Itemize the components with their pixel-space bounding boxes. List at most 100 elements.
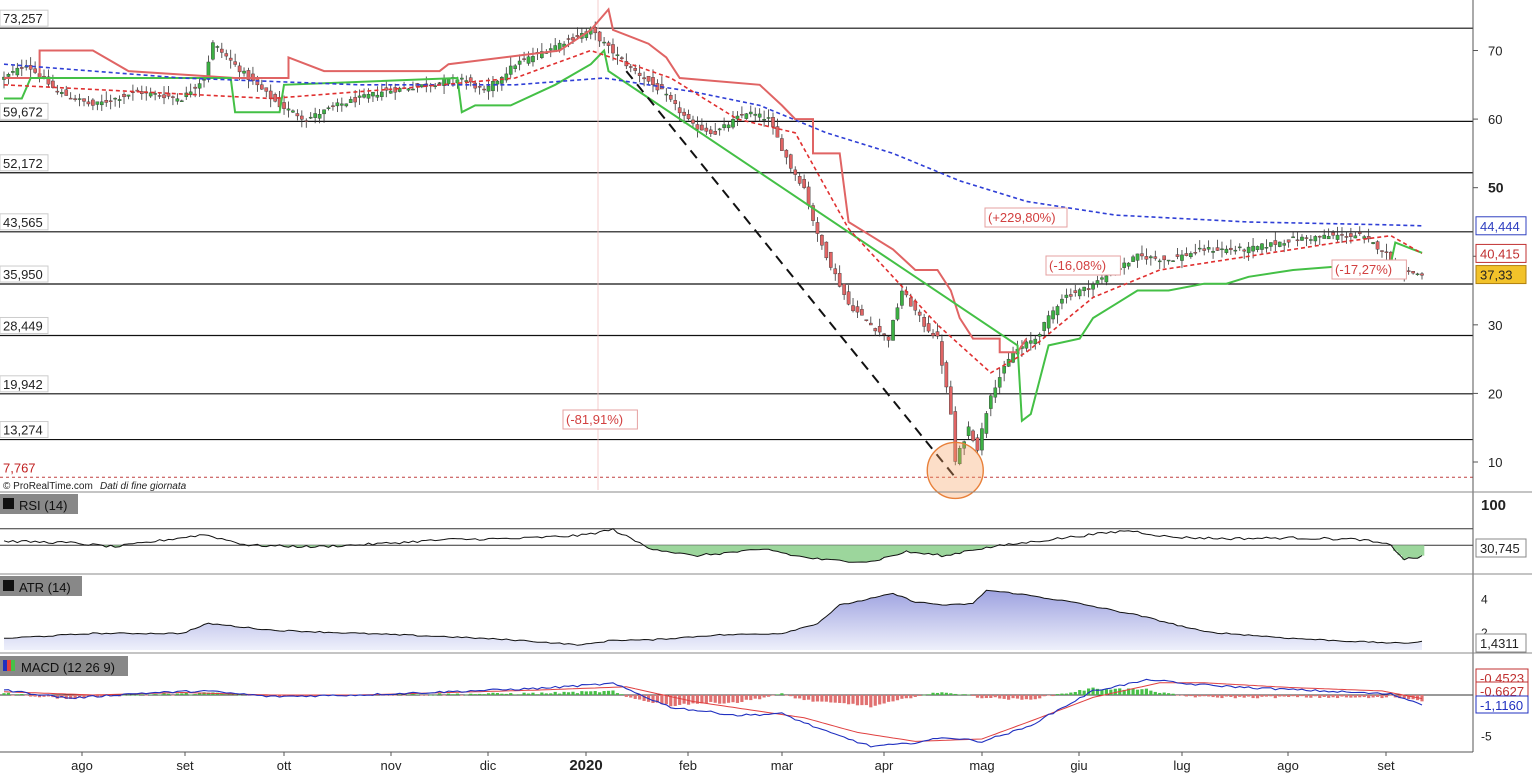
candle-body [380,91,384,97]
atr-title: ATR (14) [19,580,71,595]
candle-body [846,291,851,305]
macd-histogram-bar [544,693,548,695]
candle-body [989,395,993,409]
macd-histogram-bar [1020,694,1024,700]
macd-histogram-bar [1340,694,1344,697]
macd-histogram-bar [833,694,837,703]
level-label-box [0,102,49,120]
macd-histogram-bar [740,694,744,702]
level-label-box [0,154,49,172]
macd-histogram-bar [1033,694,1037,700]
candle-body [1357,232,1362,234]
candle-body [446,78,451,85]
candle-body [1224,248,1229,254]
candle-body [811,205,815,221]
candle-body [602,41,606,44]
candle-body [313,113,317,118]
rsi-title-swatch [3,498,14,509]
macd-histogram-bar [197,693,202,695]
candle-body [606,42,611,46]
level-label: 19,942 [3,377,43,392]
candle-body [1291,236,1295,239]
macd-value-tag-label: -0,6627 [1480,684,1524,699]
macd-histogram-bar [473,694,477,695]
macd-histogram-bar [1198,694,1202,697]
macd-title-box [0,656,128,676]
candle-body [6,74,11,77]
macd-histogram-bar [15,694,19,695]
macd-histogram-bar [886,694,891,702]
candle-body [1037,333,1042,337]
macd-histogram-bar [393,694,397,696]
macd-histogram-bar [909,694,913,699]
candle-body [642,77,646,80]
macd-histogram-bar [1224,694,1229,697]
macd-histogram-bar [415,694,419,696]
macd-histogram-bar [1122,689,1126,695]
candle-body [473,82,477,89]
x-tick-label: ago [1277,758,1299,773]
macd-histogram-bar [975,694,980,698]
candle-body [646,75,651,82]
candle-body [922,317,926,327]
macd-histogram-bar [77,694,82,698]
candle-body [1171,260,1175,262]
macd-histogram-bar [1038,694,1042,699]
macd-histogram-bar [722,694,726,704]
candle-body [1375,241,1380,250]
macd-histogram-bar [1282,694,1286,697]
candle-body [873,328,878,332]
macd-histogram-bar [1167,693,1171,695]
candle-body [1180,254,1184,261]
candle-body [1060,298,1064,304]
macd-title-swatch-hist [11,660,15,671]
macd-histogram-bar [562,691,566,695]
macd-histogram-bar [1402,694,1406,699]
macd-value-tag-label: -1,1160 [1480,698,1523,713]
macd-histogram-bar [424,694,428,696]
macd-histogram-bar [820,694,824,702]
support-line [4,48,1423,423]
candle-body [1349,233,1353,237]
macd-histogram-bar [1002,694,1006,699]
candle-body [388,90,393,94]
macd-histogram-bar [753,694,757,699]
candle-body [1282,243,1287,246]
macd-histogram-bar [522,692,526,695]
macd-histogram-bar [842,694,846,704]
macd-histogram-bar [455,693,460,695]
candle-body [802,179,806,188]
candle-body [99,101,104,106]
candle-body [944,362,949,388]
candle-body [1086,288,1091,291]
macd-histogram-bar [1100,689,1104,695]
candle-body [993,387,998,398]
candle-body [540,51,544,58]
candle-body [59,92,64,94]
candle-body [766,117,771,119]
macd-histogram-bar [429,694,433,696]
candle-body [1344,236,1349,238]
macd-histogram-bar [153,694,157,695]
candle-body [708,129,713,134]
macd-histogram-bar [540,692,544,695]
candle-body [157,95,162,97]
candle-body [340,103,344,106]
macd-histogram-bar [971,694,975,696]
macd-histogram-bar [206,692,211,695]
candle-body [953,411,958,462]
macd-title-swatch-signal [7,660,11,671]
macd-histogram-bar [1180,694,1184,696]
candle-body [171,96,175,98]
macd-histogram-bar [606,690,611,695]
macd-histogram-bar [624,694,628,697]
candle-body [597,31,602,42]
candle-body [1006,358,1011,367]
macd-histogram-bar [1375,694,1380,698]
candle-body [522,58,526,60]
candle-body [51,80,55,88]
macd-histogram-bar [966,694,971,696]
candle-body [242,70,246,74]
macd-histogram-bar [993,694,997,698]
macd-histogram-bar [1322,694,1326,697]
